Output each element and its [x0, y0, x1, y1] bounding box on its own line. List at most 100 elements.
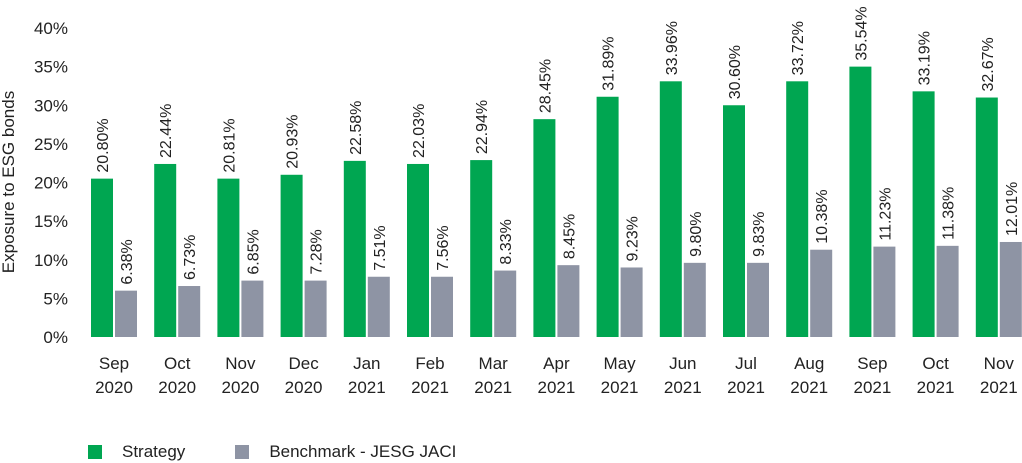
x-tick-label: Sep [99, 354, 129, 373]
y-tick-label: 0% [43, 328, 68, 347]
x-tick-label: Feb [415, 354, 444, 373]
data-label-benchmark: 8.45% [561, 214, 578, 259]
bar-benchmark [178, 286, 201, 337]
bar-strategy [659, 81, 682, 338]
data-label-strategy: 33.72% [790, 21, 807, 75]
x-tick-label: Jan [353, 354, 380, 373]
data-label-benchmark: 11.38% [941, 187, 958, 240]
y-tick-label: 30% [34, 96, 68, 115]
x-tick-label: 2021 [474, 378, 512, 397]
x-tick-label: 2020 [285, 378, 323, 397]
bar-strategy [596, 96, 619, 337]
x-tick-label: 2020 [221, 378, 259, 397]
x-tick-label: Mar [479, 354, 509, 373]
bar-strategy [786, 81, 809, 338]
y-tick-label: 20% [34, 174, 68, 193]
y-axis: 0% 5% 10% 15% 20% 25% 30% 35% 40% [34, 19, 68, 347]
legend-item-strategy: Strategy [88, 442, 185, 462]
bar-strategy [280, 174, 303, 337]
x-tick-label: Nov [984, 354, 1015, 373]
data-label-strategy: 33.96% [664, 21, 681, 75]
x-tick-label: 2020 [158, 378, 196, 397]
x-tick-label: 2021 [917, 378, 955, 397]
bar-benchmark [304, 280, 327, 337]
bar-strategy [533, 119, 556, 337]
bar-strategy [91, 178, 113, 337]
y-tick-label: 40% [34, 19, 68, 38]
data-label-strategy: 20.80% [95, 118, 112, 172]
x-tick-label: Oct [164, 354, 191, 373]
y-tick-label: 35% [34, 58, 68, 77]
legend-item-benchmark: Benchmark - JESG JACI [235, 442, 456, 462]
bar-benchmark [936, 245, 959, 337]
data-label-strategy: 22.03% [411, 104, 428, 158]
data-label-benchmark: 10.38% [814, 189, 831, 243]
bar-strategy [912, 91, 935, 337]
y-tick-label: 5% [43, 289, 68, 308]
bar-strategy [470, 160, 493, 337]
data-label-benchmark: 7.51% [372, 225, 389, 270]
legend-label-benchmark: Benchmark - JESG JACI [269, 442, 457, 461]
data-label-benchmark: 11.23% [877, 188, 894, 241]
x-tick-label: Jul [735, 354, 757, 373]
x-tick-label: 2020 [95, 378, 133, 397]
data-label-strategy: 35.54% [853, 6, 870, 60]
y-axis-label: Exposure to ESG bonds [0, 91, 18, 273]
y-tick-label: 15% [34, 212, 68, 231]
data-label-strategy: 30.60% [727, 45, 744, 99]
x-tick-label: 2021 [727, 378, 765, 397]
bar-benchmark [620, 267, 643, 337]
bar-strategy [975, 97, 998, 338]
x-tick-label: 2021 [537, 378, 575, 397]
y-tick-label: 25% [34, 135, 68, 154]
legend-swatch-benchmark [235, 445, 250, 459]
data-label-benchmark: 6.38% [119, 239, 136, 284]
legend-label-strategy: Strategy [122, 442, 186, 461]
x-axis: Sep 2020 Oct 2020 Nov 2020 Dec 2020 Jan 2021 Feb 20… [95, 354, 1018, 397]
bar-benchmark [683, 262, 706, 337]
x-tick-label: 2021 [853, 378, 891, 397]
bar-benchmark [810, 249, 833, 337]
data-label-benchmark: 12.01% [1004, 182, 1021, 236]
x-tick-label: 2021 [348, 378, 386, 397]
bar-strategy [154, 163, 177, 337]
data-label-benchmark: 9.83% [751, 211, 768, 256]
bars: 20.80% 6.38% 22.44% 6.73% 20.81% 6.85% 20.93% 7… [91, 6, 1022, 338]
data-label-strategy: 20.93% [285, 115, 302, 169]
data-label-benchmark: 9.80% [688, 211, 705, 256]
bar-strategy [217, 178, 240, 337]
data-label-benchmark: 7.56% [435, 225, 452, 270]
y-tick-label: 10% [34, 251, 68, 270]
bar-strategy [343, 160, 366, 337]
data-label-strategy: 28.45% [537, 59, 554, 113]
data-label-benchmark: 6.73% [182, 235, 199, 280]
legend-swatch-strategy [88, 445, 102, 459]
data-label-benchmark: 9.23% [625, 216, 642, 261]
bar-benchmark [431, 276, 453, 337]
x-tick-label: Jun [669, 354, 696, 373]
bar-benchmark [873, 246, 896, 337]
data-label-strategy: 31.89% [601, 36, 618, 90]
data-label-strategy: 33.19% [917, 31, 934, 85]
x-tick-label: Apr [543, 354, 570, 373]
bar-benchmark [557, 265, 580, 337]
bar-benchmark [367, 276, 390, 337]
x-tick-label: Oct [922, 354, 949, 373]
bar-benchmark [747, 262, 769, 337]
data-label-strategy: 32.67% [980, 37, 997, 91]
x-tick-label: 2021 [980, 378, 1018, 397]
bar-benchmark [999, 241, 1022, 337]
x-tick-label: May [604, 354, 637, 373]
data-label-strategy: 20.81% [221, 118, 238, 172]
data-label-benchmark: 6.85% [245, 229, 262, 274]
bar-benchmark [115, 290, 137, 337]
data-label-strategy: 22.44% [158, 104, 175, 158]
bar-benchmark [241, 280, 264, 337]
data-label-strategy: 22.94% [474, 100, 491, 154]
bar-benchmark [494, 270, 517, 337]
x-tick-label: 2021 [790, 378, 828, 397]
bar-strategy [407, 163, 429, 337]
x-tick-label: Nov [225, 354, 256, 373]
x-tick-label: 2021 [601, 378, 639, 397]
